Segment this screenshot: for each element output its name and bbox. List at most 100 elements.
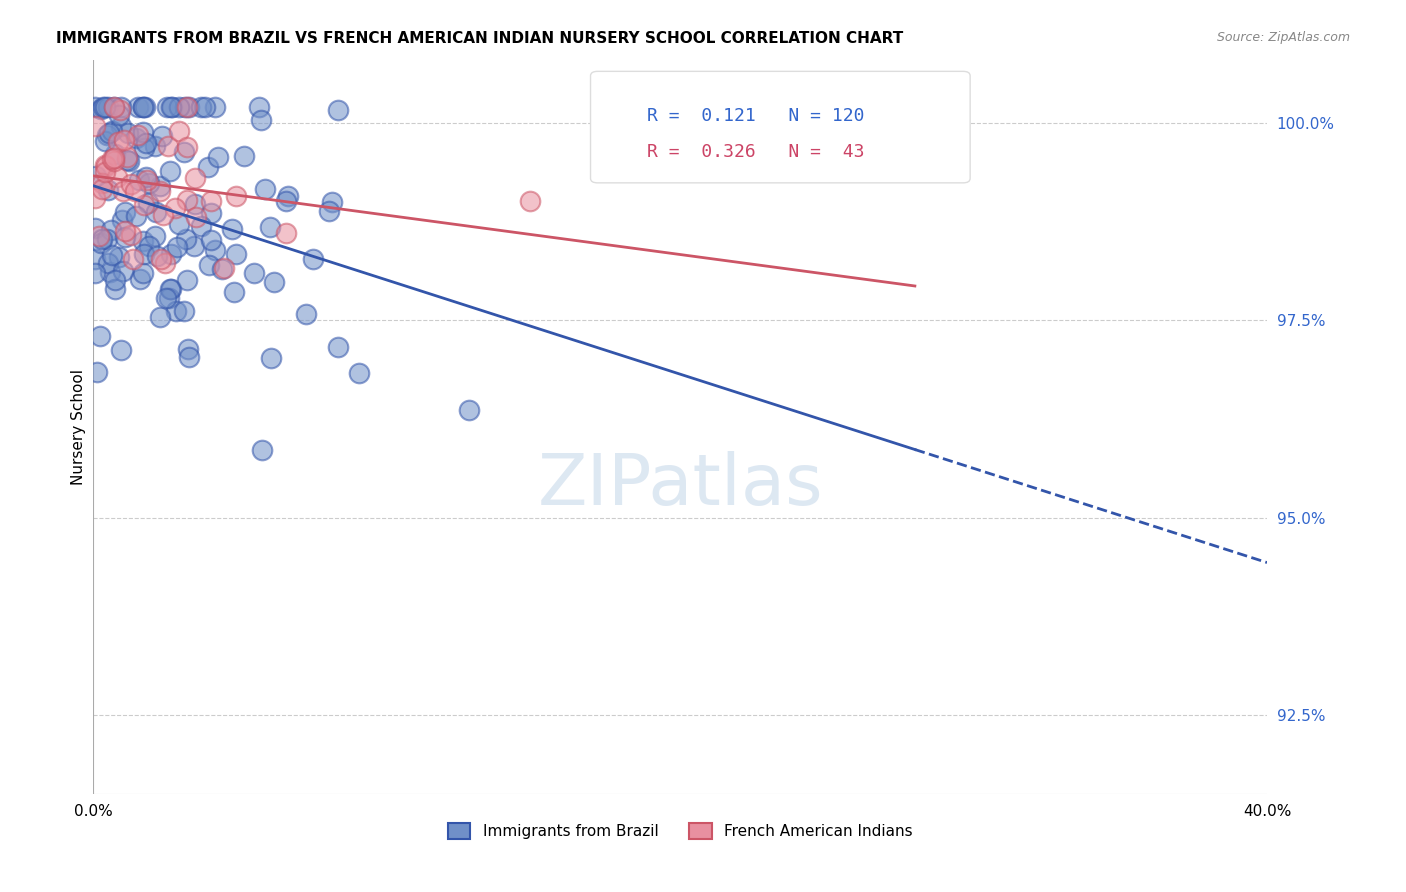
Point bbox=[86, 365, 108, 379]
Point bbox=[134, 198, 156, 212]
Point bbox=[101, 124, 124, 138]
Point bbox=[160, 100, 183, 114]
Point bbox=[277, 189, 299, 203]
Point bbox=[114, 224, 136, 238]
Point bbox=[221, 221, 243, 235]
Point bbox=[167, 100, 190, 114]
Point bbox=[183, 239, 205, 253]
Point bbox=[165, 304, 187, 318]
Point bbox=[83, 119, 105, 133]
Point bbox=[132, 234, 155, 248]
Point bbox=[122, 252, 145, 267]
Legend: Immigrants from Brazil, French American Indians: Immigrants from Brazil, French American … bbox=[441, 817, 920, 845]
Point bbox=[347, 366, 370, 380]
Point bbox=[233, 149, 256, 163]
Point bbox=[110, 100, 132, 114]
Point bbox=[149, 310, 172, 324]
Point bbox=[150, 129, 173, 144]
Point bbox=[176, 100, 198, 114]
Point bbox=[225, 189, 247, 203]
Point bbox=[89, 328, 111, 343]
Point bbox=[90, 182, 112, 196]
Point bbox=[115, 150, 138, 164]
Point bbox=[276, 194, 298, 208]
Point bbox=[131, 100, 153, 114]
Point bbox=[101, 248, 124, 262]
Point bbox=[318, 204, 340, 219]
Point bbox=[157, 291, 180, 305]
Point bbox=[90, 177, 112, 191]
Point bbox=[225, 246, 247, 260]
Point bbox=[252, 443, 274, 458]
Point bbox=[124, 130, 146, 145]
Point bbox=[112, 133, 135, 147]
Point bbox=[207, 150, 229, 164]
Point bbox=[200, 206, 222, 220]
Point bbox=[127, 100, 149, 114]
Point bbox=[295, 307, 318, 321]
Point bbox=[103, 273, 125, 287]
Point bbox=[146, 249, 169, 263]
Point bbox=[96, 232, 118, 246]
Point bbox=[174, 232, 197, 246]
Point bbox=[204, 100, 226, 114]
Point bbox=[160, 282, 183, 296]
Point bbox=[90, 236, 112, 251]
Text: R =  0.326   N =  43: R = 0.326 N = 43 bbox=[647, 143, 865, 161]
Point bbox=[111, 212, 134, 227]
Point bbox=[149, 252, 172, 267]
Point bbox=[194, 100, 217, 114]
Point bbox=[184, 210, 207, 224]
Point bbox=[263, 275, 285, 289]
Point bbox=[321, 195, 343, 210]
Text: R =  0.121   N = 120: R = 0.121 N = 120 bbox=[647, 107, 865, 125]
Point bbox=[112, 264, 135, 278]
Point bbox=[132, 247, 155, 261]
Text: IMMIGRANTS FROM BRAZIL VS FRENCH AMERICAN INDIAN NURSERY SCHOOL CORRELATION CHAR: IMMIGRANTS FROM BRAZIL VS FRENCH AMERICA… bbox=[56, 31, 904, 46]
Point bbox=[222, 285, 245, 300]
Point bbox=[176, 193, 198, 207]
Point bbox=[176, 343, 198, 357]
Point bbox=[84, 252, 107, 267]
Point bbox=[326, 340, 349, 354]
Point bbox=[91, 100, 114, 114]
Point bbox=[249, 113, 271, 128]
Point bbox=[177, 100, 200, 114]
Point bbox=[94, 134, 117, 148]
Point bbox=[84, 220, 107, 235]
Point bbox=[153, 256, 176, 270]
Point bbox=[104, 147, 127, 161]
Point bbox=[108, 250, 131, 264]
Y-axis label: Nursery School: Nursery School bbox=[72, 368, 86, 485]
Point bbox=[260, 351, 283, 366]
Text: ZIPatlas: ZIPatlas bbox=[537, 451, 823, 520]
Point bbox=[179, 350, 201, 364]
Point bbox=[132, 141, 155, 155]
Point bbox=[90, 232, 112, 246]
Point bbox=[138, 176, 160, 190]
Point bbox=[200, 233, 222, 247]
Point bbox=[159, 164, 181, 178]
Point bbox=[128, 272, 150, 286]
Point bbox=[176, 273, 198, 287]
Point bbox=[165, 201, 187, 215]
Point bbox=[124, 184, 146, 198]
Point bbox=[197, 258, 219, 272]
Point bbox=[173, 145, 195, 160]
Point bbox=[138, 238, 160, 252]
Point bbox=[125, 209, 148, 223]
Point bbox=[96, 128, 118, 142]
Point bbox=[114, 204, 136, 219]
Point bbox=[110, 343, 132, 357]
Point bbox=[114, 229, 136, 244]
Point bbox=[190, 100, 212, 114]
Point bbox=[243, 266, 266, 280]
Point bbox=[94, 160, 117, 174]
Point bbox=[87, 229, 110, 244]
Point bbox=[111, 184, 134, 198]
Point bbox=[103, 154, 125, 169]
Point bbox=[105, 169, 128, 184]
Point bbox=[174, 100, 197, 114]
Point bbox=[149, 179, 172, 194]
Point bbox=[127, 128, 149, 142]
